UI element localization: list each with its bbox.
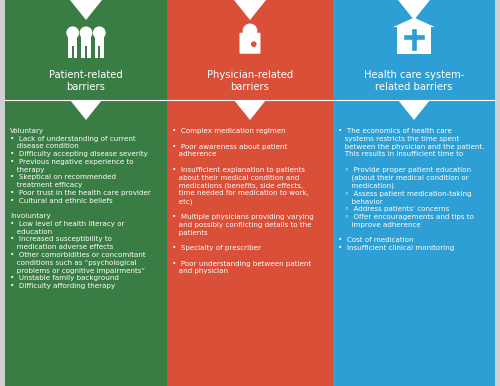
Polygon shape <box>70 0 102 20</box>
Bar <box>94 35 104 46</box>
Bar <box>94 46 98 58</box>
FancyBboxPatch shape <box>240 33 260 54</box>
Bar <box>68 46 72 58</box>
Text: •  Complex medication regimen

•  Poor awareness about patient
   adherence

•  : • Complex medication regimen • Poor awar… <box>172 128 314 274</box>
Bar <box>81 35 91 46</box>
Circle shape <box>251 41 256 47</box>
Polygon shape <box>234 0 266 20</box>
Bar <box>397 27 431 54</box>
Bar <box>333 0 495 386</box>
Polygon shape <box>393 18 435 27</box>
Text: Physician-related
barriers: Physician-related barriers <box>207 70 293 92</box>
Text: •  The economics of health care
   systems restricts the time spent
   between t: • The economics of health care systems r… <box>338 128 484 251</box>
Circle shape <box>80 27 92 39</box>
Bar <box>100 46 104 58</box>
Bar <box>167 0 333 386</box>
Polygon shape <box>398 0 430 20</box>
Circle shape <box>244 24 256 37</box>
Circle shape <box>94 27 105 39</box>
Bar <box>74 46 78 58</box>
Bar <box>68 35 78 46</box>
Bar <box>87 46 91 58</box>
Polygon shape <box>398 100 430 120</box>
Bar <box>5 0 167 386</box>
Text: Patient-related
barriers: Patient-related barriers <box>49 70 123 92</box>
Circle shape <box>67 27 78 39</box>
Text: Health care system-
related barriers: Health care system- related barriers <box>364 70 464 92</box>
Bar <box>81 46 85 58</box>
Text: Voluntary
•  Lack of understanding of current
   disease condition
•  Difficulty: Voluntary • Lack of understanding of cur… <box>10 128 151 289</box>
Polygon shape <box>234 100 266 120</box>
Polygon shape <box>70 100 102 120</box>
